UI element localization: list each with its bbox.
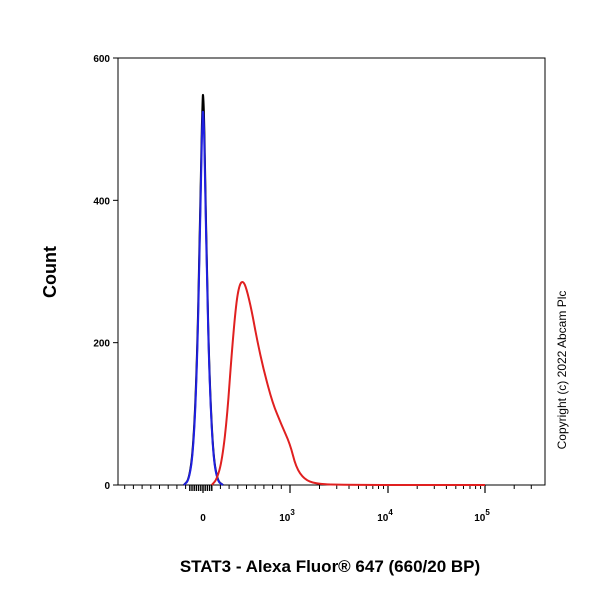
x-axis-title: STAT3 - Alexa Fluor® 647 (660/20 BP) (180, 557, 480, 576)
histogram-series (183, 93, 485, 486)
copyright-text: Copyright (c) 2022 Abcam Plc (555, 291, 569, 450)
plot-frame (117, 57, 546, 486)
y-tick-label-400: 400 (93, 196, 110, 207)
x-tick-label-104: 104 (377, 508, 393, 524)
series-line-1 (183, 110, 224, 486)
x-tick-label-103: 103 (279, 508, 295, 524)
y-axis: 0 200 400 600 (93, 54, 118, 492)
y-tick-label-200: 200 (93, 339, 110, 350)
y-tick-label-600: 600 (93, 54, 110, 65)
x-axis: 0 103 104 105 (124, 485, 532, 524)
series-line-0 (183, 93, 224, 486)
y-tick-label-0: 0 (104, 481, 110, 492)
x-tick-label-0: 0 (200, 513, 206, 524)
y-axis-title: Count (40, 246, 60, 298)
x-tick-label-105: 105 (474, 508, 490, 524)
series-line-2 (210, 281, 485, 486)
